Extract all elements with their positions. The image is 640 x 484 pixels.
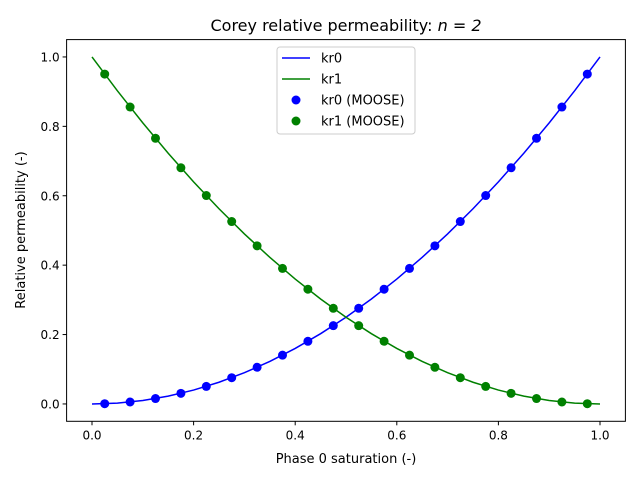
data-point-kr1-moose xyxy=(582,399,592,409)
data-point-kr1-moose xyxy=(506,388,516,398)
legend-point-marker xyxy=(291,116,301,126)
data-point-kr0-moose xyxy=(354,303,364,313)
data-point-kr0-moose xyxy=(278,350,287,360)
data-point-kr0-moose xyxy=(201,381,211,391)
axes-frame xyxy=(66,39,626,422)
x-axis-label: Phase 0 saturation (-) xyxy=(276,452,417,467)
data-point-kr1-moose xyxy=(151,133,160,143)
legend-point-marker xyxy=(291,95,301,105)
x-tick-label: 0.4 xyxy=(286,428,305,442)
data-point-kr0-moose xyxy=(100,399,110,409)
x-axis: 0.0 0.2 0.4 0.6 0.8 1.0 xyxy=(82,421,610,442)
data-point-kr0-moose xyxy=(176,388,186,398)
y-tick-label: 0.0 xyxy=(41,397,60,411)
data-point-kr0-moose xyxy=(303,336,313,346)
y-tick-label: 0.8 xyxy=(41,120,60,134)
data-point-kr1-moose xyxy=(303,284,313,294)
data-point-kr1-moose xyxy=(532,394,541,404)
data-point-kr0-moose xyxy=(582,69,592,79)
data-point-kr1-moose xyxy=(328,303,338,313)
legend: kr0 kr1 kr0 (MOOSE) kr1 (MOOSE) xyxy=(276,46,416,135)
y-axis-label: Relative permeability (-) xyxy=(14,151,29,308)
data-point-kr0-moose xyxy=(151,394,160,404)
legend-label: kr0 xyxy=(321,52,342,67)
data-point-kr1-moose xyxy=(201,191,211,201)
data-point-kr0-moose xyxy=(430,241,440,251)
data-point-kr0-moose xyxy=(125,397,135,407)
data-point-kr0-moose xyxy=(532,133,541,143)
data-point-kr0-moose xyxy=(328,321,338,331)
data-point-kr0-moose xyxy=(252,362,262,372)
data-point-kr1-moose xyxy=(354,321,364,331)
chart-title: Corey relative permeability: n = 2 xyxy=(210,16,481,35)
y-tick-label: 1.0 xyxy=(41,50,60,64)
data-point-kr0-moose xyxy=(506,163,516,173)
data-point-kr1-moose xyxy=(252,241,262,251)
data-point-kr1-moose xyxy=(379,336,389,346)
y-axis: 0.0 0.2 0.4 0.6 0.8 1.0 xyxy=(41,50,67,411)
legend-box xyxy=(276,46,416,135)
data-point-kr1-moose xyxy=(430,362,440,372)
data-point-kr1-moose xyxy=(227,217,237,227)
legend-label: kr1 xyxy=(321,73,342,88)
data-point-kr0-moose xyxy=(379,284,389,294)
plot-area xyxy=(91,56,601,409)
x-tick-label: 0.2 xyxy=(184,428,203,442)
data-point-kr1-moose xyxy=(100,69,110,79)
y-tick-label: 0.4 xyxy=(41,259,60,273)
x-tick-label: 0.0 xyxy=(82,428,101,442)
data-point-kr0-moose xyxy=(481,191,491,201)
data-point-kr1-moose xyxy=(405,350,414,360)
data-point-kr0-moose xyxy=(227,373,237,383)
data-point-kr1-moose xyxy=(557,397,567,407)
data-point-kr0-moose xyxy=(557,102,567,112)
legend-label: kr0 (MOOSE) xyxy=(321,94,405,109)
data-point-kr1-moose xyxy=(278,263,287,273)
data-point-kr1-moose xyxy=(176,163,186,173)
legend-label: kr1 (MOOSE) xyxy=(321,115,405,130)
x-tick-label: 1.0 xyxy=(590,428,609,442)
data-point-kr0-moose xyxy=(405,263,414,273)
data-point-kr1-moose xyxy=(455,373,465,383)
data-point-kr1-moose xyxy=(125,102,135,112)
data-point-kr1-moose xyxy=(481,381,491,391)
y-tick-label: 0.2 xyxy=(41,328,60,342)
y-tick-label: 0.6 xyxy=(41,189,60,203)
x-tick-label: 0.6 xyxy=(387,428,406,442)
x-tick-label: 0.8 xyxy=(489,428,508,442)
data-point-kr0-moose xyxy=(455,217,465,227)
